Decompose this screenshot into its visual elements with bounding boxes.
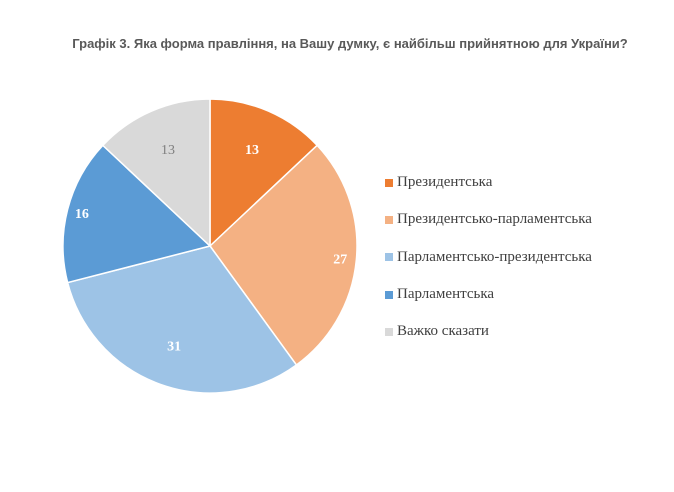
legend-label: Важко сказати [397, 323, 489, 340]
legend-label: Президентсько-парламентська [397, 211, 592, 228]
data-label-4: 16 [75, 207, 89, 222]
legend-swatch [385, 253, 393, 262]
pie-slice-2 [209, 144, 358, 366]
legend-swatch [385, 327, 393, 336]
legend-item: Парламентська [385, 276, 592, 313]
legend-label: Президентська [397, 174, 493, 191]
legend-label: Парламентська [397, 286, 495, 303]
legend-item: Президентсько-парламентська [385, 201, 592, 238]
data-label-5: 13 [161, 143, 175, 158]
data-label-1: 13 [245, 143, 259, 158]
pie-slice-1 [209, 98, 319, 248]
data-label-3: 31 [167, 340, 181, 355]
legend-label: Парламентсько-президентська [397, 248, 592, 265]
legend-swatch [385, 178, 393, 187]
legend-item: Парламентсько-президентська [385, 239, 592, 276]
legend-swatch [385, 290, 393, 299]
legend-item: Президентська [385, 164, 592, 201]
pie-slice-3 [66, 245, 298, 394]
legend-item: Важко сказати [385, 313, 592, 350]
pie-slice-4 [62, 144, 212, 284]
legend: Президентська Президентсько-парламентська… [385, 164, 592, 350]
chart-title: Графік 3. Яка форма правління, на Вашу д… [72, 36, 628, 51]
legend-swatch [385, 215, 393, 224]
pie-slice-5 [101, 98, 211, 248]
data-label-2: 27 [333, 252, 347, 267]
